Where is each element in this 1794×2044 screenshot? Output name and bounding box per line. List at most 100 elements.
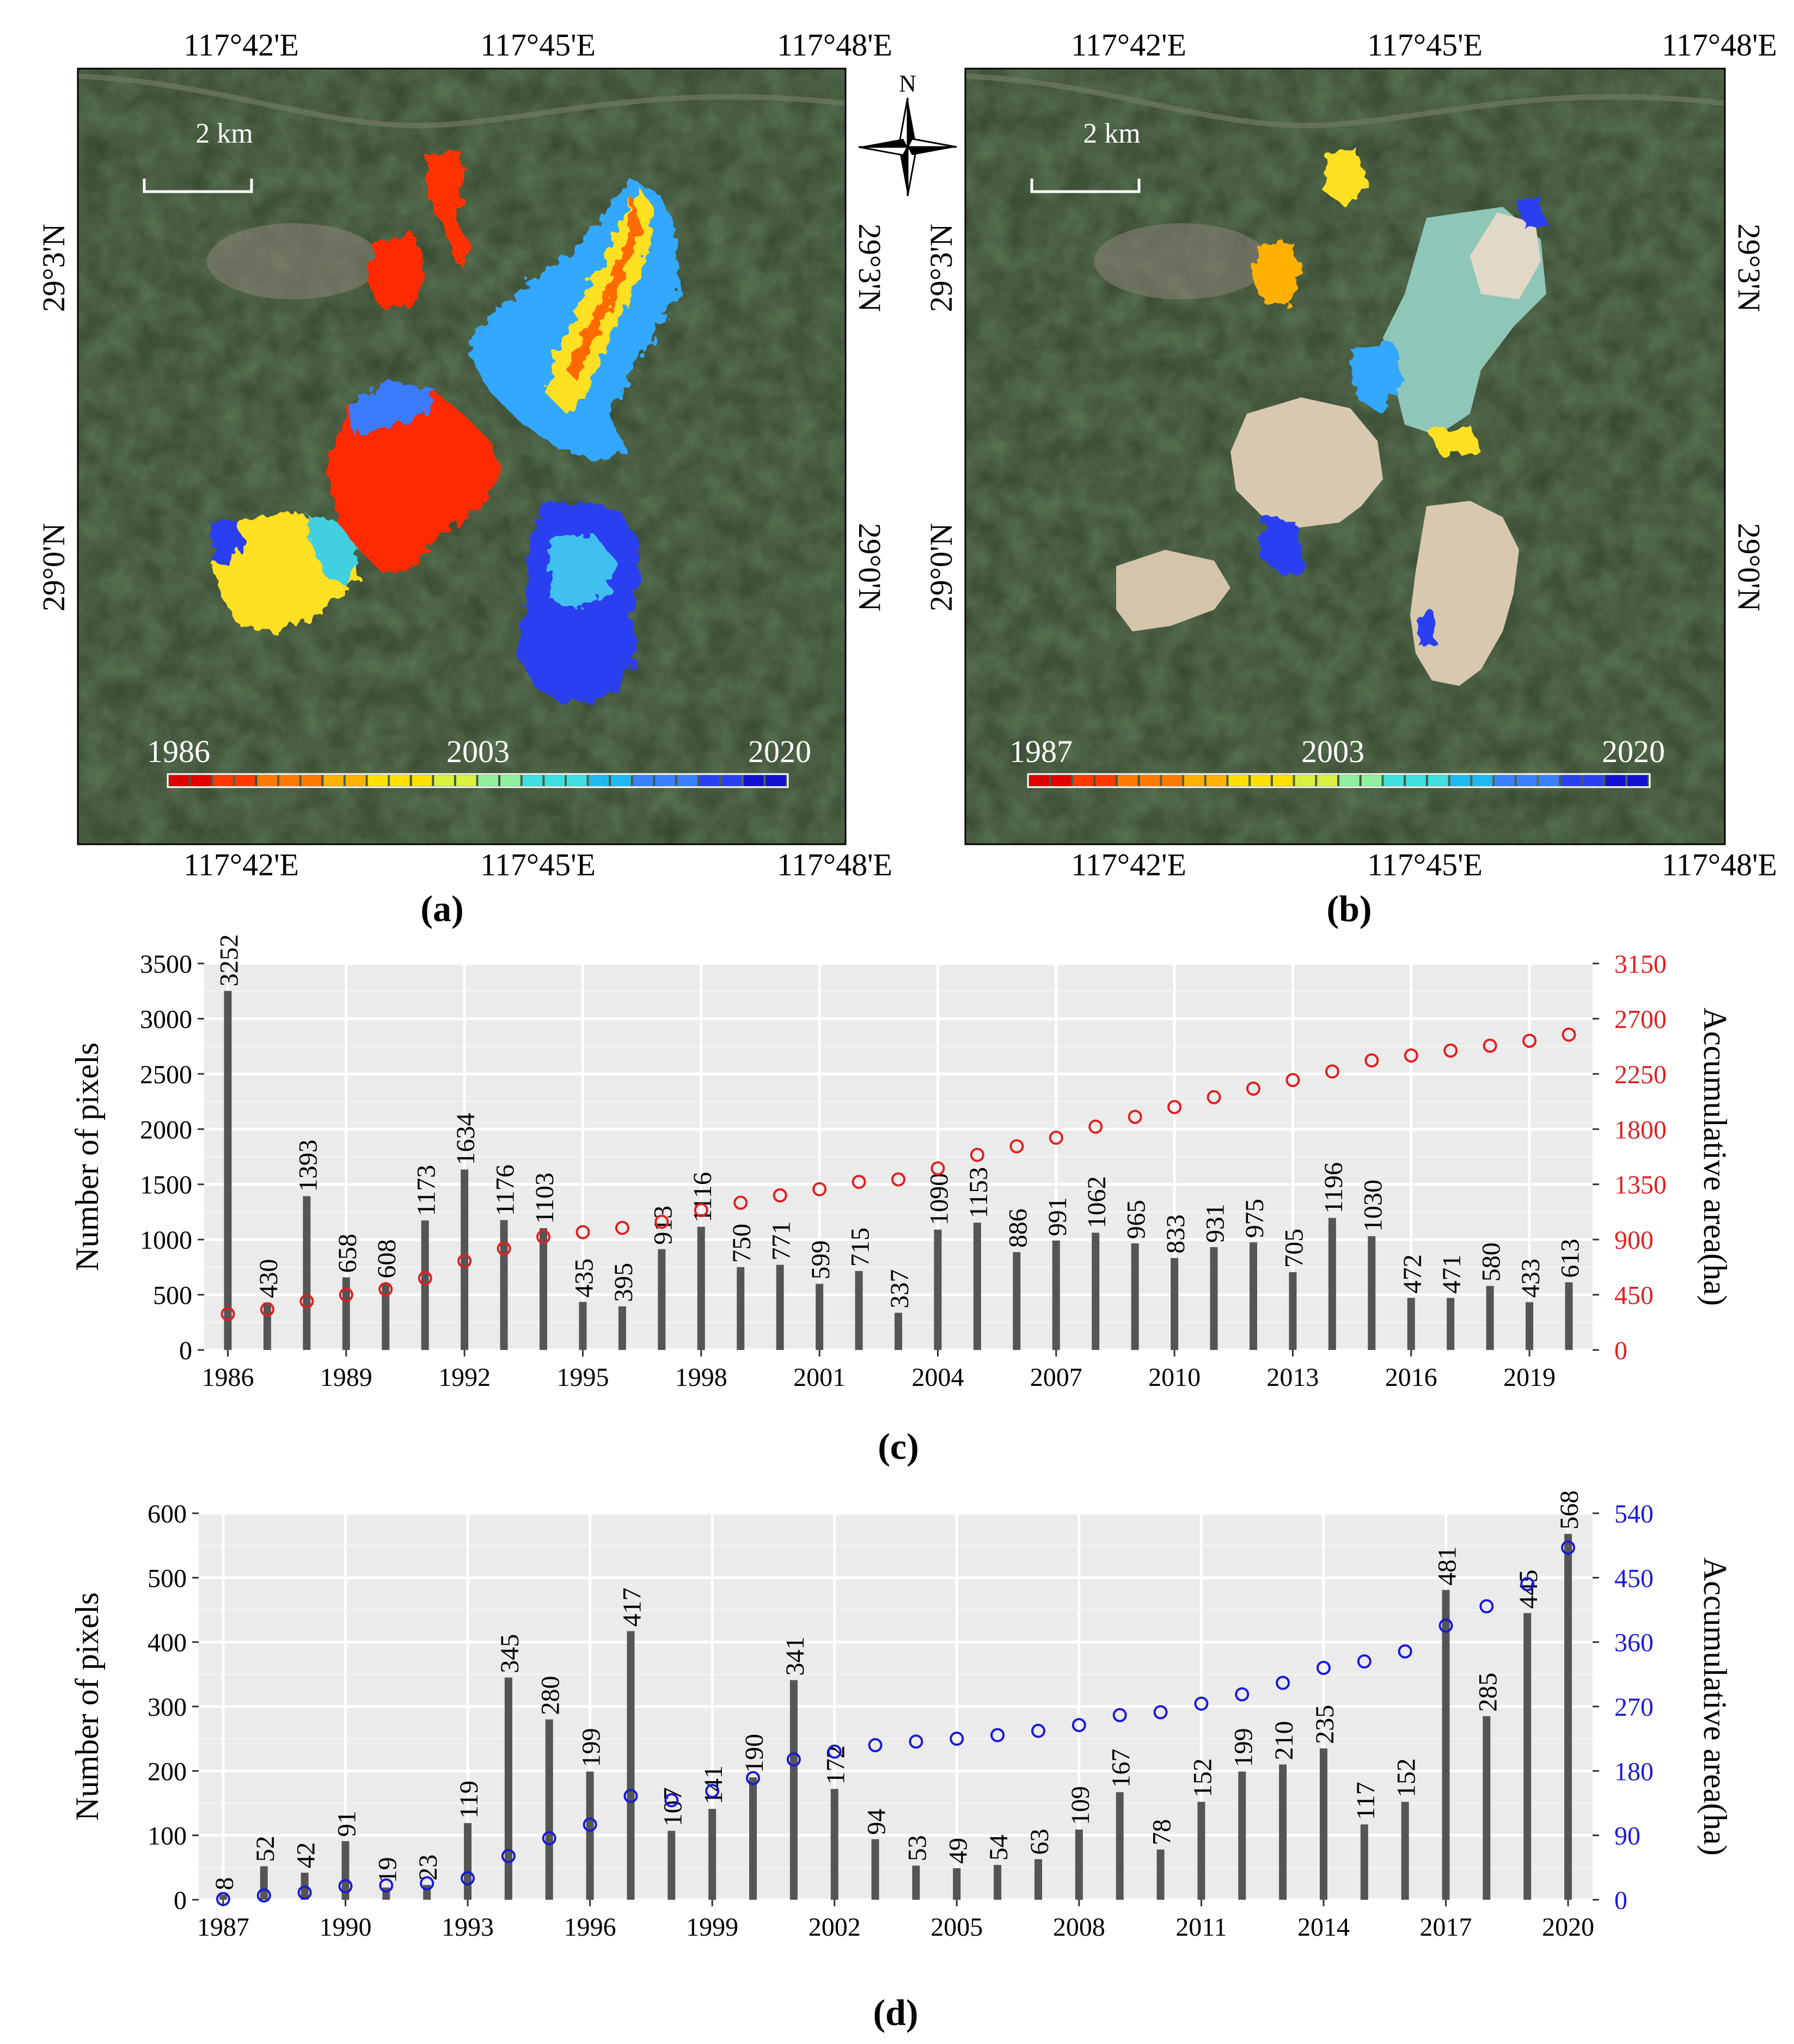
chart-d-ylabel: Number of pixels [69,1592,105,1821]
y-tick-label: 200 [148,1757,187,1786]
bar [341,1841,350,1900]
x-tick-label: 1993 [442,1913,494,1942]
map-a-colorbar-segment [589,775,609,786]
bar-value-label: 715 [846,1227,875,1267]
accumulative-point [812,1182,827,1196]
map-b-right-lat-1: 29°3'N [1731,224,1767,312]
map-a-colorbar-mid: 2003 [446,734,510,769]
map-a-colorbar-segment [456,775,476,786]
y2-tick-label: 0 [1614,1336,1627,1365]
accumulative-point [1031,1723,1045,1738]
map-b-colorbar-segment [1406,775,1426,786]
bar-value-label: 472 [1398,1254,1427,1293]
y2-tick-label: 450 [1614,1564,1654,1593]
bar-value-label: 1030 [1358,1180,1387,1232]
y-tick-label: 1000 [140,1226,192,1255]
chart-d-points [216,1540,1576,1906]
bar [1368,1236,1376,1350]
chart-c: 3252 430 1393 658 608 1173 1634 1176 1103 435 395 9… [69,934,1733,1467]
map-a-town [207,223,381,299]
map-a-colorbar-segment [743,775,764,786]
map-b-scale-label: 2 km [1083,118,1140,149]
bar [1156,1849,1165,1900]
y-tick-label: 3500 [140,950,192,979]
bar [697,1226,705,1350]
accumulative-point [1522,1034,1537,1048]
bar [1075,1830,1083,1900]
map-a-colorbar-segment [478,775,499,786]
bar [749,1777,757,1900]
chart-d-panel-label: (d) [873,1992,918,2033]
map-a-river [78,73,846,128]
map-b-tailings [1116,212,1541,686]
map-a-scalebar: 2 km [143,118,253,193]
bar [1238,1771,1246,1900]
bar [1319,1748,1327,1900]
x-tick-label: 2004 [911,1363,964,1392]
accumulative-point [1009,1139,1024,1153]
chart-c-bar-labels: 3252 430 1393 658 608 1173 1634 1176 1103 435 395 9… [215,934,1584,1308]
map-b-colorbar-segment [1029,775,1049,786]
bar-value-label: 991 [1043,1197,1072,1236]
bar [540,1228,548,1350]
bar-value-label: 63 [1025,1828,1054,1855]
accumulative-point [852,1175,866,1189]
bar [423,1885,431,1900]
map-b-colorbar-segment [1073,775,1094,786]
accumulative-point [339,1287,353,1302]
map-b-colorbar-segment [1317,775,1337,786]
x-tick-label: 2019 [1503,1363,1556,1392]
accumulative-point [1088,1119,1103,1134]
bar-value-label: 190 [740,1734,769,1773]
accumulative-point [773,1188,787,1202]
bar [934,1229,942,1350]
y-tick-label: 3000 [140,1005,192,1034]
accumulative-point [1404,1048,1418,1063]
bar-value-label: 53 [903,1835,932,1861]
map-b-colorbar-segment [1561,775,1581,786]
map-a-colorbar-segment [677,775,697,786]
x-tick-label: 1992 [438,1363,491,1392]
bar [545,1719,553,1900]
bar-value-label: 975 [1240,1199,1269,1238]
bar-value-label: 1176 [491,1164,520,1216]
accumulative-point [256,1888,271,1903]
map-b-mining-patches [1252,147,1546,648]
bar [776,1265,784,1350]
y2-tick-label: 900 [1614,1226,1654,1255]
map-a-right-lat-1: 29°3'N [852,224,887,312]
map-b-colorbar-segment [1450,775,1471,786]
accumulative-point [1049,1131,1063,1145]
bar-value-label: 3252 [215,934,243,986]
map-b-colorbar-segment [1472,775,1492,786]
bar-value-label: 285 [1473,1673,1502,1712]
bar [464,1823,472,1900]
accumulative-point [260,1302,274,1317]
bar-value-label: 23 [414,1855,443,1881]
accumulative-point [457,1254,472,1268]
map-b-colorbar-ramp [1027,773,1651,788]
bar [1526,1302,1534,1350]
chart-c-y-ticks: 0 500 1000 1500 2000 2500 3000 3500 [140,950,204,1365]
x-tick-label: 1989 [320,1363,372,1392]
bar [871,1839,879,1900]
bar [953,1868,961,1900]
accumulative-point [1285,1073,1300,1088]
map-b-top-lon-1: 117°42'E [1071,27,1186,63]
bar-value-label: 199 [577,1728,606,1767]
bar [830,1789,838,1900]
accumulative-point [221,1306,235,1321]
bar-value-label: 568 [1555,1490,1584,1530]
x-tick-label: 1996 [564,1913,616,1942]
bar [1486,1286,1494,1350]
accumulative-point [733,1195,748,1210]
y-tick-label: 600 [148,1500,187,1529]
accumulative-point [615,1220,629,1235]
map-b-colorbar-segment [1295,775,1315,786]
bar [1210,1247,1218,1350]
bar [627,1631,635,1900]
chart-c-y2-ticks: 0 450 900 1350 1800 2250 2700 3150 [1593,950,1667,1365]
map-a-bottom-lon-3: 117°48'E [777,847,892,882]
accumulative-point [1562,1027,1576,1042]
map-b-left-lat-1: 29°3'N [923,224,959,312]
